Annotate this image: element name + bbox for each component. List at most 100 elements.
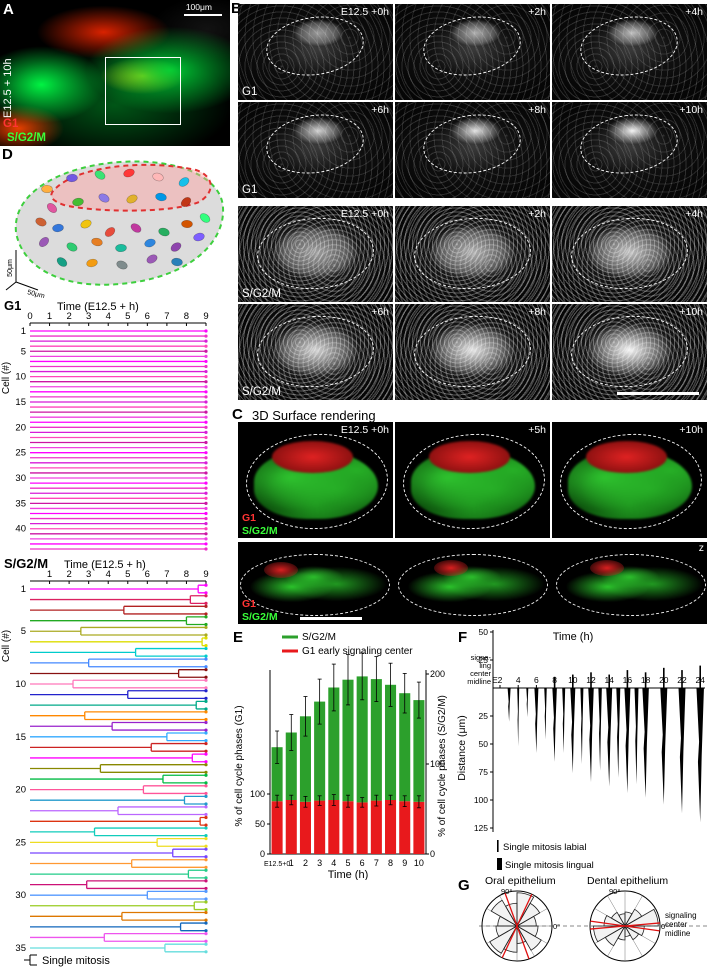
right-axis-title: % of cell cycle phases (S/G2/M) — [437, 695, 448, 837]
track-end — [204, 646, 208, 651]
track-end — [204, 601, 208, 605]
timepoint-label: +4h — [685, 6, 703, 18]
scale-label: 50μm — [7, 259, 14, 277]
sgm-bar — [285, 732, 297, 800]
track-end — [204, 760, 208, 764]
track-end — [204, 522, 208, 526]
sgm-label: S/G2/M — [242, 525, 278, 537]
legend-label: Single mitosis labial — [503, 842, 586, 853]
rose-title-dental: Dental epithelium — [587, 875, 668, 887]
track-schematic: 50μm 50μm — [5, 160, 225, 298]
track-end — [204, 675, 208, 679]
y-axis-title: Cell (#) — [1, 362, 12, 394]
cell-track — [30, 711, 206, 721]
x-tick-label: 6 — [360, 858, 365, 868]
y-tick-label: 125 — [474, 823, 488, 833]
x-tick-label: 7 — [374, 858, 379, 868]
track-end — [204, 900, 208, 904]
g1-red-surface — [272, 440, 353, 474]
mitosis-spike-up — [663, 667, 665, 688]
sgm-label: S/G2/M — [7, 132, 46, 144]
cell-track — [30, 721, 206, 731]
region-outline — [419, 108, 525, 180]
track-end — [204, 932, 208, 936]
timepoint-label: E12.5 +0h — [340, 6, 389, 18]
track-end — [204, 728, 208, 732]
track-end — [204, 844, 208, 848]
track-end — [204, 625, 208, 630]
track-end — [204, 720, 208, 725]
timepoint-label: +6h — [371, 306, 389, 318]
cell-track — [30, 764, 206, 773]
x-tick-label: 6 — [145, 569, 150, 580]
track-end — [204, 604, 208, 608]
g1-label: G1 — [242, 512, 257, 524]
track-end — [204, 491, 208, 495]
y-tick-label: 10 — [15, 679, 26, 690]
cell-track — [30, 690, 206, 700]
c-tile: +5h — [395, 422, 550, 538]
track-end — [204, 420, 208, 424]
cell-track — [30, 774, 206, 784]
panel-d: 50μm 50μm D — [0, 146, 230, 298]
rose-sector — [623, 908, 643, 928]
y-tick-label: 35 — [15, 498, 26, 509]
y-axis-title: Distance (μm) — [456, 715, 468, 781]
panel-b: B E12.5 +0h G1 +2h +4h +6h G1 +8h +10h E12.5 +0h… — [230, 0, 711, 404]
b-tile: +2h — [395, 4, 550, 100]
panel-c-title: 3D Surface rendering — [252, 408, 376, 423]
track-end — [204, 612, 208, 616]
track-end — [204, 763, 208, 767]
tracked-cell — [91, 237, 103, 247]
track-end — [204, 781, 208, 785]
timepoint-label: E12.5 +0h — [340, 208, 389, 220]
tracked-cell — [180, 197, 192, 207]
track-end — [204, 344, 208, 348]
sgm-bar — [299, 716, 311, 802]
y-tick-label: 25 — [479, 655, 489, 665]
timepoint-label: +4h — [685, 208, 703, 220]
tracked-cell — [72, 197, 84, 207]
g1-red-surface — [429, 440, 510, 474]
legend-label: Single mitosis — [42, 955, 110, 967]
b-tile: +4h — [552, 206, 707, 302]
track-end — [204, 400, 208, 404]
scale-bar — [300, 617, 362, 620]
tracked-cell — [193, 232, 205, 242]
track-end — [204, 583, 208, 587]
track-end — [204, 791, 208, 796]
x-tick-label: 8 — [184, 569, 189, 580]
b-tile: +2h — [395, 206, 550, 302]
b-tile: +10h — [552, 102, 707, 198]
region-outline — [254, 311, 376, 391]
tracked-cell — [152, 172, 164, 182]
legend-label: G1 early signaling center — [302, 646, 413, 657]
timepoint-label: +2h — [528, 6, 546, 18]
track-end — [204, 889, 208, 894]
track-end — [204, 542, 208, 546]
rose-sector — [624, 911, 633, 928]
x-axis-title: Time (E12.5 + h) — [57, 301, 139, 313]
g1-bar — [413, 801, 425, 854]
track-end — [204, 668, 208, 672]
division-angle-line — [590, 920, 626, 927]
mitosis-spike — [606, 688, 613, 787]
scale-bar — [617, 392, 699, 395]
roi-box — [105, 57, 181, 125]
mitosis-spike — [588, 688, 594, 783]
cell-track — [30, 732, 206, 742]
x-tick-label: 1 — [47, 569, 52, 580]
g1-bar — [328, 800, 340, 854]
region-outline — [400, 429, 547, 533]
track-end — [204, 837, 208, 841]
panel-e-label: E — [233, 629, 243, 646]
timepoint-label: +8h — [528, 104, 546, 116]
x-tick-label: 7 — [164, 311, 169, 322]
phase-percentage-chart: E S/G2/M G1 early signaling center % of … — [233, 629, 448, 880]
midline-label: midline — [467, 677, 491, 686]
track-end — [204, 855, 208, 859]
y-tick-label: 25 — [15, 837, 26, 848]
track-end — [204, 865, 208, 869]
g1-bar — [299, 801, 311, 854]
mitosis-spike — [624, 688, 631, 794]
